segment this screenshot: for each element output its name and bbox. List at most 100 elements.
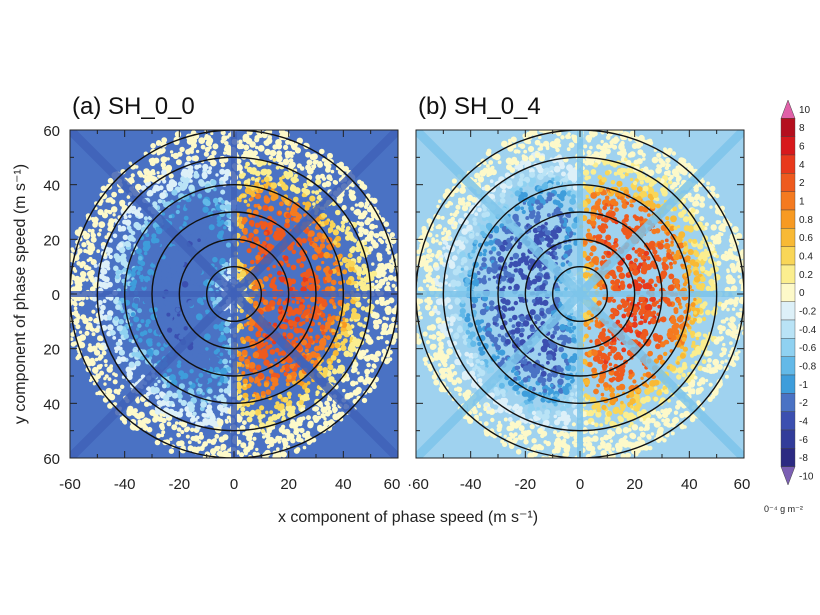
heatmap-point <box>293 173 298 178</box>
heatmap-point <box>321 158 326 162</box>
speed-ring <box>123 183 345 405</box>
heatmap-point <box>254 170 261 177</box>
heatmap-point <box>609 439 613 443</box>
heatmap-point <box>348 265 355 272</box>
heatmap-point <box>433 308 437 312</box>
heatmap-point <box>284 367 290 373</box>
heatmap-point <box>478 369 486 377</box>
heatmap-point <box>113 265 119 272</box>
heatmap-point <box>583 442 588 447</box>
heatmap-point <box>568 396 574 402</box>
heatmap-point <box>531 299 537 304</box>
heatmap-point <box>308 328 314 333</box>
heatmap-point <box>97 232 102 237</box>
heatmap-point <box>248 325 254 332</box>
heatmap-point <box>269 369 274 374</box>
heatmap-point <box>275 401 280 406</box>
heatmap-point <box>146 391 151 396</box>
heatmap-point <box>167 368 172 373</box>
heatmap-point <box>572 459 577 464</box>
heatmap-point <box>122 267 127 272</box>
heatmap-point <box>317 322 321 326</box>
heatmap-point <box>72 300 77 306</box>
heatmap-point <box>328 230 332 234</box>
heatmap-point <box>135 183 142 191</box>
heatmap-point <box>653 386 658 391</box>
heatmap-point <box>359 349 367 357</box>
heatmap-point <box>227 448 231 452</box>
y-tick-label: 60 <box>43 451 60 468</box>
heatmap-point <box>115 304 121 311</box>
heatmap-point <box>358 231 364 238</box>
heatmap-point <box>599 345 605 352</box>
heatmap-point <box>542 299 549 306</box>
heatmap-point <box>349 194 357 201</box>
heatmap-point <box>301 187 307 193</box>
heatmap-point <box>306 304 311 309</box>
heatmap-point <box>266 267 271 271</box>
heatmap-point <box>321 338 326 344</box>
heatmap-point <box>246 384 251 389</box>
heatmap-point <box>86 270 94 277</box>
heatmap-point <box>374 279 379 284</box>
heatmap-point <box>262 299 269 306</box>
heatmap-point <box>277 394 283 399</box>
heatmap-point <box>76 261 81 266</box>
heatmap-point <box>255 395 261 401</box>
heatmap-point <box>87 362 92 367</box>
heatmap-point <box>594 338 601 345</box>
heatmap-point <box>196 347 201 352</box>
heatmap-point <box>202 198 209 205</box>
heatmap-point <box>219 168 226 175</box>
heatmap-point <box>224 221 229 226</box>
heatmap-point <box>122 219 127 225</box>
heatmap-point <box>171 392 178 399</box>
heatmap-point <box>619 130 624 134</box>
heatmap-point <box>423 242 430 248</box>
heatmap-point <box>459 308 466 315</box>
heatmap-point <box>120 259 128 267</box>
heatmap-point <box>190 137 198 144</box>
heatmap-point <box>179 226 183 230</box>
heatmap-point <box>292 421 299 428</box>
heatmap-point <box>175 266 182 273</box>
heatmap-point <box>226 366 232 372</box>
heatmap-point <box>107 324 114 331</box>
heatmap-point <box>94 357 99 362</box>
heatmap-point <box>178 370 185 376</box>
heatmap-point <box>376 336 381 341</box>
heatmap-point <box>637 436 642 442</box>
heatmap-point <box>385 305 392 313</box>
heatmap-point <box>285 405 292 412</box>
heatmap-point <box>77 279 83 285</box>
heatmap-point <box>275 153 282 160</box>
heatmap-point <box>380 268 384 272</box>
heatmap-point <box>552 233 559 240</box>
heatmap-point <box>219 125 224 130</box>
heatmap-point <box>115 358 122 365</box>
heatmap-point <box>179 408 184 413</box>
heatmap-point <box>316 365 323 372</box>
heatmap-point <box>379 262 385 268</box>
heatmap-point <box>345 302 350 307</box>
heatmap-point <box>327 361 332 365</box>
heatmap-point <box>315 265 322 272</box>
heatmap-point <box>488 250 493 255</box>
heatmap-point <box>78 226 83 232</box>
heatmap-point <box>338 196 344 202</box>
heatmap-point <box>239 194 244 198</box>
heatmap-point <box>186 155 192 162</box>
heatmap-point <box>153 157 160 164</box>
heatmap-point <box>130 418 137 426</box>
heatmap-point <box>293 426 297 431</box>
heatmap-point <box>241 349 248 356</box>
heatmap-point <box>379 335 384 340</box>
heatmap-point <box>179 146 185 153</box>
heatmap-point <box>171 245 177 252</box>
heatmap-point <box>281 130 286 136</box>
heatmap-point <box>348 342 356 350</box>
heatmap-point <box>284 318 288 323</box>
heatmap-point <box>457 217 465 225</box>
heatmap-point <box>693 200 700 207</box>
heatmap-point <box>394 324 398 328</box>
